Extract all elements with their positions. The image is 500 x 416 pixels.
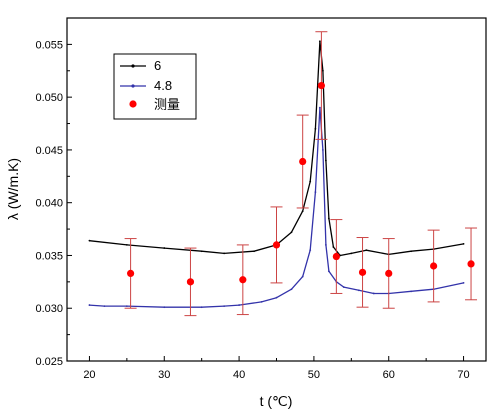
series-point-0 <box>410 250 413 253</box>
series-point-0 <box>318 40 321 43</box>
x-tick-label: 70 <box>457 369 469 381</box>
series-point-0 <box>163 247 166 249</box>
series-point-1 <box>163 306 166 309</box>
x-tick-label: 60 <box>383 369 395 381</box>
series-point-0 <box>290 231 293 234</box>
measured-point <box>332 252 340 261</box>
measured-point <box>272 241 281 249</box>
x-axis-title: t (℃) <box>260 393 293 409</box>
series-point-1 <box>462 282 465 284</box>
series-point-0 <box>301 210 304 213</box>
y-tick-label: 0.040 <box>35 198 63 210</box>
legend-label-6: 6 <box>154 58 161 73</box>
legend: 6 4.8 测量 <box>113 53 197 120</box>
legend-marker-measured <box>129 100 137 108</box>
series-point-1 <box>290 288 293 291</box>
series-point-0 <box>365 249 368 252</box>
series-point-0 <box>350 252 353 255</box>
series-point-1 <box>324 244 327 246</box>
y-tick-label: 0.025 <box>35 356 63 368</box>
y-tick-label: 0.035 <box>35 250 63 262</box>
measured-point <box>385 269 393 278</box>
series-point-0 <box>332 246 335 248</box>
axis-ticks: 20 30 40 50 60 70 0.025 0.030 0.035 0.040 0.045 0.0… <box>35 17 470 381</box>
series-point-1 <box>309 249 312 252</box>
x-tick-label: 30 <box>158 369 170 381</box>
series-point-1 <box>223 305 226 308</box>
series-point-1 <box>260 300 263 303</box>
series-point-1 <box>357 289 360 292</box>
series-point-0 <box>223 252 226 255</box>
measured-point <box>317 81 325 90</box>
series-layer <box>88 31 478 317</box>
measured-point <box>430 262 438 270</box>
measured-point <box>239 276 247 284</box>
series-point-0 <box>324 159 327 162</box>
measured-point <box>126 269 135 278</box>
legend-label-4-8: 4.8 <box>154 78 172 93</box>
series-point-1 <box>238 304 240 306</box>
x-tick-label: 20 <box>83 369 95 381</box>
series-point-0 <box>200 250 203 253</box>
series-point-0 <box>462 242 465 245</box>
series-point-0 <box>253 250 255 253</box>
series-point-1 <box>342 286 345 289</box>
series-point-1 <box>88 304 91 306</box>
series-point-0 <box>321 69 324 72</box>
measured-point <box>467 260 475 268</box>
measured-point <box>299 157 307 166</box>
series-point-1 <box>275 296 278 299</box>
y-tick-label: 0.050 <box>35 92 63 104</box>
y-tick-label: 0.045 <box>35 145 63 157</box>
series-point-1 <box>327 270 330 273</box>
series-point-1 <box>314 191 317 194</box>
legend-marker-4-8 <box>131 84 135 88</box>
series-point-0 <box>314 127 317 130</box>
series-point-1 <box>200 306 203 309</box>
series-point-1 <box>410 290 413 293</box>
measured-point <box>358 268 367 276</box>
series-point-0 <box>125 244 128 246</box>
x-tick-label: 40 <box>233 369 245 381</box>
series-point-1 <box>321 149 324 151</box>
series-point-0 <box>309 180 312 183</box>
series-point-1 <box>301 275 304 278</box>
series-point-1 <box>318 106 321 109</box>
y-tick-label: 0.055 <box>35 39 63 51</box>
legend-label-measured: 测量 <box>154 97 180 112</box>
series-point-1 <box>372 292 375 295</box>
series-point-1 <box>103 305 106 308</box>
y-axis-title: λ (W/m.K) <box>5 158 21 220</box>
measured-point <box>186 278 195 286</box>
y-tick-label: 0.030 <box>35 303 63 315</box>
series-point-0 <box>88 239 91 242</box>
series-point-0 <box>327 217 330 220</box>
x-tick-label: 50 <box>308 369 320 381</box>
legend-marker-6 <box>131 64 135 68</box>
series-point-1 <box>125 305 128 308</box>
